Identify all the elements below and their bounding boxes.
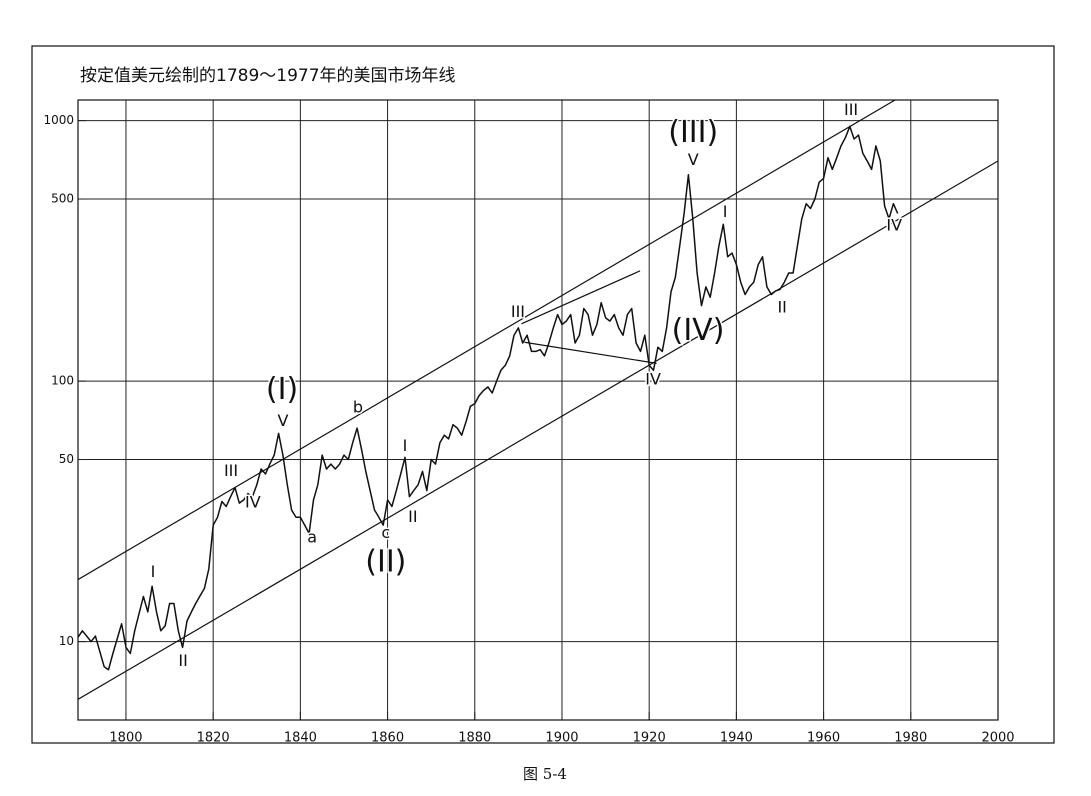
x-tick-label: 1880 [458,731,491,746]
wave-label: a [307,527,317,546]
caption: 图 5-4 [523,765,567,783]
y-tick-label: 10 [59,634,74,648]
x-tick-label: 1860 [371,731,404,746]
trend-line [78,100,897,581]
x-tick-label: 1800 [109,731,142,746]
wave-label: III [844,100,858,119]
wave-label: I [403,436,408,455]
wave-label: (II) [365,545,406,580]
outer-frame [31,45,1055,744]
trend-line [521,270,641,325]
y-tick-label: 100 [51,374,74,388]
wave-label: I [151,562,156,581]
y-tick-label: 1000 [43,113,74,127]
x-tick-label: 1960 [807,731,840,746]
wave-label: III [224,461,238,480]
x-tick-label: 1900 [545,731,578,746]
x-tick-label: 1980 [894,731,927,746]
y-tick-label: 50 [59,452,74,466]
x-tick-label: 1940 [720,731,753,746]
wave-label: (IV) [672,313,725,348]
x-tick-label: 2000 [981,731,1014,746]
wave-label: V [277,411,288,430]
trend-line [524,341,657,364]
wave-label: II [178,651,187,670]
wave-label: (III) [668,115,718,150]
price-line [77,125,899,671]
x-tick-label: 1840 [284,731,317,746]
y-tick-label: 500 [51,192,74,206]
plot-frame [77,99,999,721]
wave-label: IV [245,493,261,512]
trend-line [78,160,998,700]
wave-label: III [511,302,525,321]
wave-label: c [381,523,390,542]
x-tick-label: 1920 [633,731,666,746]
wave-label: IV [645,369,661,388]
chart-title: 按定值美元绘制的1789～1977年的美国市场年线 [80,66,456,86]
wave-label: II [408,507,417,526]
wave-label: (I) [266,372,298,407]
wave-label: IV [886,215,902,234]
x-tick-label: 1820 [197,731,230,746]
wave-label: I [723,202,728,221]
wave-label: V [688,150,699,169]
wave-label: b [353,397,363,416]
wave-label: II [777,297,786,316]
